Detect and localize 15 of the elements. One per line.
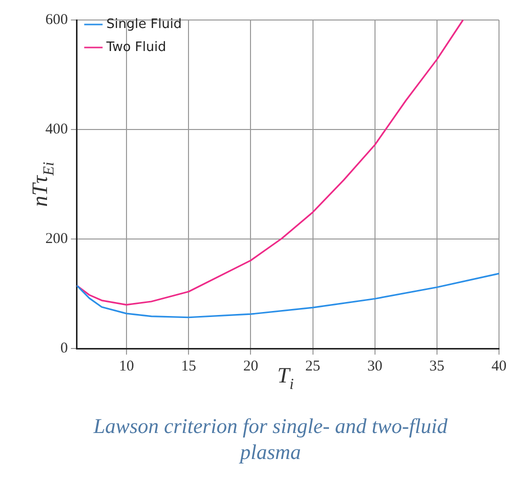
text: Lawson criterion for single- and two-fluid plasma [92, 413, 449, 465]
x-tick-label: 30 [367, 358, 382, 375]
legend-label: Single Fluid [106, 16, 182, 32]
x-tick-label: 25 [305, 358, 320, 375]
x-tick-label: 35 [429, 358, 444, 375]
legend-label: Two Fluid [105, 40, 166, 55]
x-tick-label: 20 [243, 358, 258, 375]
x-tick-label: 40 [492, 358, 506, 375]
y-tick-label: 600 [45, 12, 68, 28]
x-tick-label: 15 [181, 358, 196, 375]
y-axis-title: nTτEi [26, 162, 58, 207]
y-tick-label: 0 [60, 340, 68, 357]
x-tick-label: 10 [119, 358, 134, 375]
y-tick-label: 200 [45, 231, 68, 248]
y-tick-label: 400 [45, 121, 68, 138]
